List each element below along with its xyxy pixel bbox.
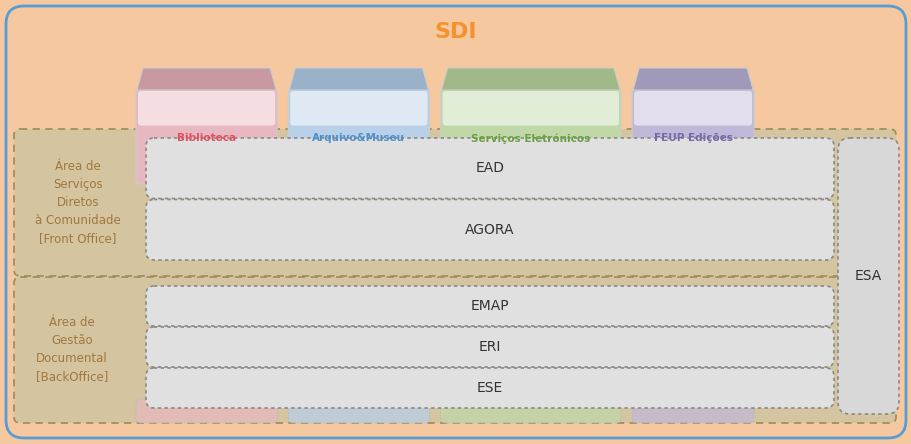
Polygon shape [137,68,276,90]
Text: Serviços Eletrónicos: Serviços Eletrónicos [471,133,589,143]
FancyBboxPatch shape [146,138,833,198]
FancyBboxPatch shape [631,399,753,423]
Text: Biblioteca: Biblioteca [177,133,236,143]
FancyBboxPatch shape [442,91,619,126]
Text: EAD: EAD [475,161,504,175]
Text: AGORA: AGORA [465,223,514,237]
Text: FEUP Edições: FEUP Edições [653,133,732,143]
FancyBboxPatch shape [146,199,833,260]
FancyBboxPatch shape [440,399,620,423]
FancyBboxPatch shape [146,286,833,326]
FancyBboxPatch shape [6,6,905,438]
FancyBboxPatch shape [288,89,429,184]
FancyBboxPatch shape [14,129,895,276]
FancyBboxPatch shape [146,368,833,408]
FancyBboxPatch shape [290,91,427,126]
FancyBboxPatch shape [440,89,620,184]
Polygon shape [441,68,619,90]
FancyBboxPatch shape [146,327,833,367]
FancyBboxPatch shape [136,399,277,423]
FancyBboxPatch shape [633,91,752,126]
Text: Área de
Serviços
Diretos
à Comunidade
[Front Office]: Área de Serviços Diretos à Comunidade [F… [36,160,121,245]
Text: EMAP: EMAP [470,299,508,313]
FancyBboxPatch shape [837,138,898,414]
FancyBboxPatch shape [14,277,895,423]
FancyBboxPatch shape [136,89,277,184]
Text: SDI: SDI [435,22,476,42]
Text: ERI: ERI [478,340,501,354]
FancyBboxPatch shape [631,89,753,184]
FancyBboxPatch shape [138,91,275,126]
FancyBboxPatch shape [288,399,429,423]
Text: Área de
Gestão
Documental
[BackOffice]: Área de Gestão Documental [BackOffice] [36,317,108,384]
Text: ESA: ESA [854,269,881,283]
Text: Arquivo&Museu: Arquivo&Museu [312,133,404,143]
Polygon shape [632,68,752,90]
Polygon shape [289,68,428,90]
Text: ESE: ESE [476,381,503,395]
